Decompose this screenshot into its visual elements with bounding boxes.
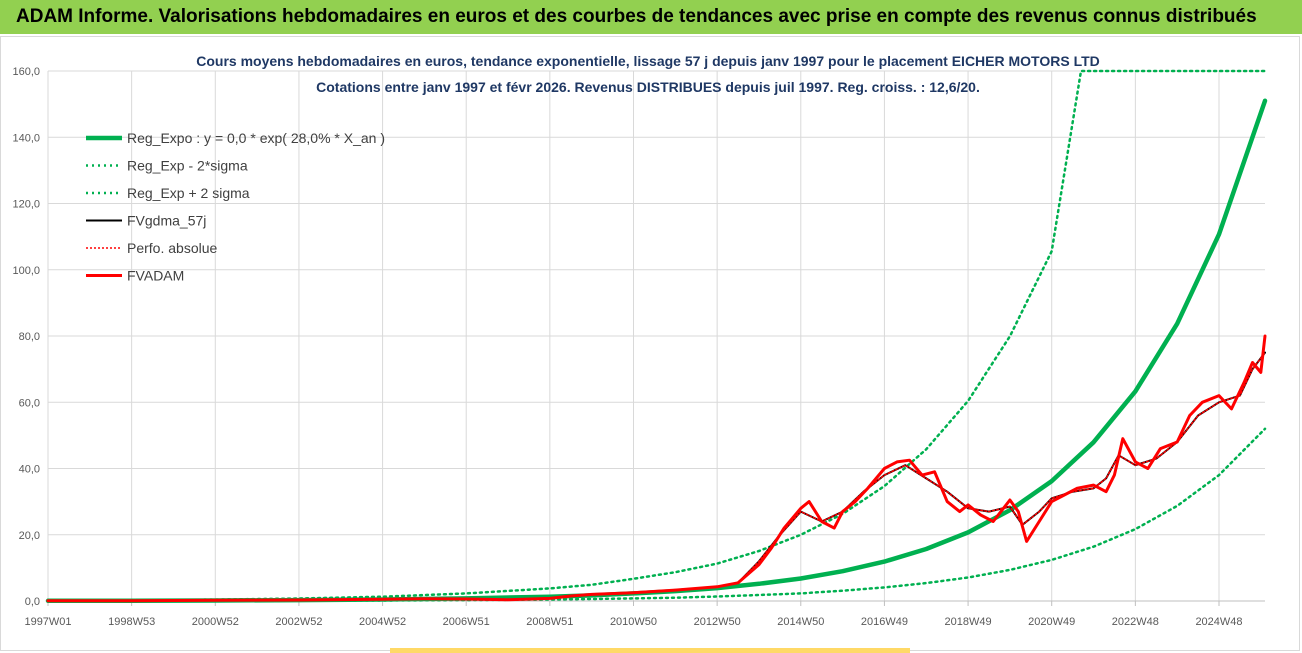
x-tick-label: 2018W49 xyxy=(945,616,992,628)
series-line-5 xyxy=(46,334,1267,603)
x-tick-label: 2006W51 xyxy=(443,616,490,628)
series-line-3 xyxy=(47,351,1266,602)
x-tick-label: 2022W48 xyxy=(1112,616,1159,628)
legend-label-0: Reg_Expo : y = 0,0 * exp( 28,0% * X_an ) xyxy=(127,130,385,146)
bottom-accent-strip xyxy=(390,648,910,653)
x-tick-label: 2010W50 xyxy=(610,616,657,628)
x-tick-label: 2004W52 xyxy=(359,616,406,628)
series-line-4 xyxy=(47,351,1266,602)
x-tick-label: 2024W48 xyxy=(1195,616,1242,628)
legend-label-4: Perfo. absolue xyxy=(127,240,217,256)
legend-label-1: Reg_Exp - 2*sigma xyxy=(127,158,248,174)
x-tick-label: 2002W52 xyxy=(275,616,322,628)
x-tick-label: 2012W50 xyxy=(694,616,741,628)
report-banner: ADAM Informe. Valorisations hebdomadaire… xyxy=(0,0,1302,34)
x-tick-label: 2014W50 xyxy=(777,616,824,628)
y-tick-label: 60,0 xyxy=(19,397,40,409)
x-tick-label: 2008W51 xyxy=(526,616,573,628)
y-tick-label: 160,0 xyxy=(12,66,40,78)
chart-titles: Cours moyens hebdomadaires en euros, ten… xyxy=(196,53,1100,95)
y-tick-label: 40,0 xyxy=(19,464,40,476)
chart-series xyxy=(45,69,1268,604)
chart-grid xyxy=(47,70,1265,602)
y-tick-label: 20,0 xyxy=(19,530,40,542)
chart-axes: 0,0 20,0 40,0 60,0 80,0 100,0 120,0 140,0 160,0 1… xyxy=(12,66,1265,628)
series-line-0 xyxy=(45,98,1268,604)
y-tick-label: 0,0 xyxy=(25,596,40,608)
x-tick-label: 2020W49 xyxy=(1028,616,1075,628)
legend-label-2: Reg_Exp + 2 sigma xyxy=(127,185,250,201)
report-title: ADAM Informe. Valorisations hebdomadaire… xyxy=(16,6,1257,27)
y-tick-label: 100,0 xyxy=(12,265,40,277)
y-tick-label: 140,0 xyxy=(12,132,40,144)
x-tick-label: 2016W49 xyxy=(861,616,908,628)
chart-title-line-1: Cours moyens hebdomadaires en euros, ten… xyxy=(196,53,1100,69)
x-tick-label: 1998W53 xyxy=(108,616,155,628)
x-tick-label: 2000W52 xyxy=(192,616,239,628)
y-tick-label: 120,0 xyxy=(12,199,40,211)
x-tick-label: 1997W01 xyxy=(24,616,71,628)
y-tick-label: 80,0 xyxy=(19,331,40,343)
legend-label-5: FVADAM xyxy=(127,268,184,284)
legend-label-3: FVgdma_57j xyxy=(127,213,206,229)
chart-title-line-2: Cotations entre janv 1997 et févr 2026. … xyxy=(316,79,980,95)
chart-legend: Reg_Expo : y = 0,0 * exp( 28,0% * X_an )… xyxy=(86,130,385,284)
